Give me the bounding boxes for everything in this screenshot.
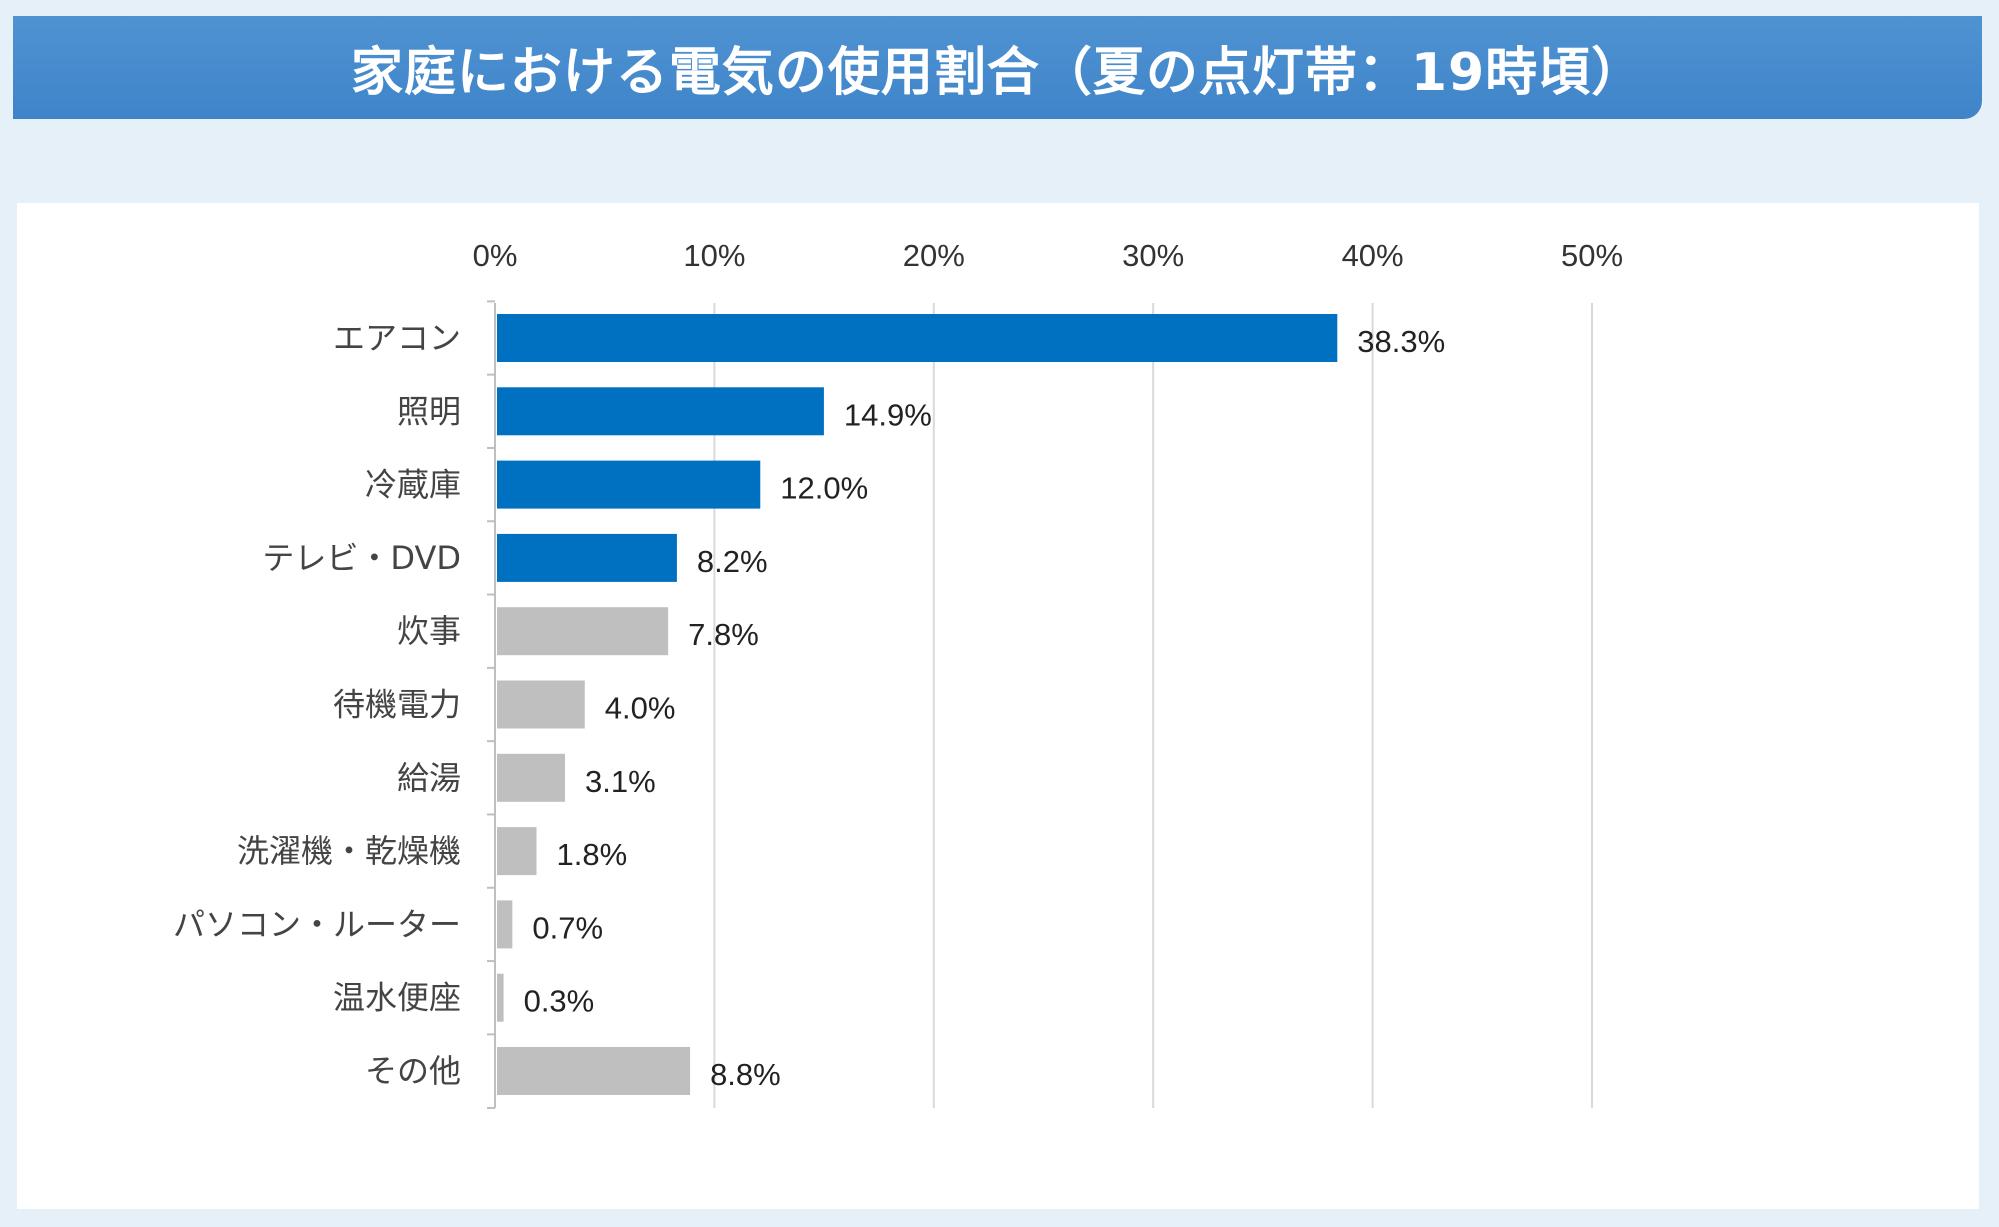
- value-label: 14.9%: [844, 397, 932, 432]
- value-label: 0.7%: [532, 910, 603, 945]
- chart-panel: 0% 10% 20% 30% 40% 50% エアコン 38.3% 照明 14.9% 冷蔵庫 12.0…: [17, 203, 1979, 1209]
- value-label: 4.0%: [605, 691, 676, 726]
- bar-3: [497, 460, 761, 509]
- title-banner: 家庭における電気の使用割合（夏の点灯帯：19時頃）: [13, 16, 1982, 119]
- x-tick-label: 0%: [473, 238, 518, 273]
- category-label: 温水便座: [333, 979, 461, 1017]
- x-tick-label: 40%: [1342, 238, 1404, 273]
- value-label: 1.8%: [556, 837, 627, 872]
- chart-title: 家庭における電気の使用割合（夏の点灯帯：19時頃）: [350, 43, 1645, 103]
- bar-11: [497, 1047, 691, 1095]
- value-label: 3.1%: [585, 764, 656, 799]
- category-label: その他: [365, 1052, 461, 1090]
- x-tick-label: 10%: [683, 238, 745, 273]
- category-label: 冷蔵庫: [365, 466, 461, 504]
- bar-1: [497, 314, 1338, 362]
- category-label: 洗濯機・乾燥機: [237, 832, 461, 870]
- bar-7: [497, 753, 566, 802]
- category-label: パソコン・ルーター: [173, 905, 461, 943]
- category-label: 炊事: [397, 612, 461, 650]
- bar-4: [497, 533, 677, 582]
- value-label: 8.8%: [710, 1057, 781, 1092]
- bar-10: [497, 973, 504, 1022]
- bar-9: [497, 900, 513, 949]
- value-label: 0.3%: [524, 984, 595, 1019]
- x-tick-label: 50%: [1561, 238, 1623, 273]
- value-label: 7.8%: [688, 617, 759, 652]
- category-label: 待機電力: [333, 686, 461, 724]
- category-label: 照明: [397, 392, 461, 430]
- value-label: 38.3%: [1357, 324, 1445, 359]
- bar-chart: 0% 10% 20% 30% 40% 50% エアコン 38.3% 照明 14.9% 冷蔵庫 12.0…: [173, 238, 1623, 1109]
- x-tick-label: 30%: [1122, 238, 1184, 273]
- category-label: 給湯: [397, 759, 461, 797]
- value-label: 12.0%: [780, 471, 868, 506]
- bar-5: [497, 607, 669, 656]
- category-label: エアコン: [333, 319, 461, 357]
- value-label: 8.2%: [697, 544, 768, 579]
- x-tick-label: 20%: [903, 238, 965, 273]
- bar-2: [497, 387, 824, 436]
- bar-8: [497, 827, 537, 876]
- bar-6: [497, 680, 585, 729]
- category-label: テレビ・DVD: [262, 539, 461, 577]
